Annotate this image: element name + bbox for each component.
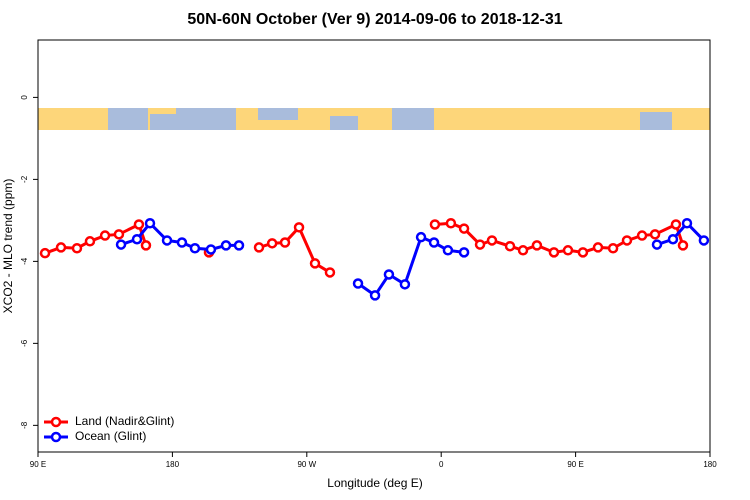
- point: [324, 267, 336, 278]
- point: [458, 223, 470, 234]
- point: [504, 240, 516, 252]
- point: [113, 229, 125, 240]
- point: [592, 242, 604, 253]
- point: [670, 219, 682, 230]
- y-tick-label: 0: [20, 95, 29, 100]
- point: [55, 242, 67, 253]
- point: [133, 219, 145, 230]
- legend-marker: [50, 431, 62, 443]
- x-tick-label: 90 W: [297, 460, 316, 469]
- point: [562, 245, 574, 256]
- point: [309, 258, 321, 269]
- point: [131, 233, 143, 245]
- x-tick-label: 90 E: [30, 460, 46, 469]
- point: [233, 240, 245, 251]
- point: [531, 240, 543, 251]
- point: [253, 242, 265, 253]
- series-line: [44, 221, 685, 274]
- point: [205, 244, 217, 255]
- point: [140, 240, 152, 251]
- point: [84, 236, 96, 247]
- y-tick-label: -8: [20, 421, 29, 429]
- point: [352, 278, 364, 289]
- point: [176, 237, 188, 248]
- y-tick-label: -2: [20, 175, 29, 183]
- point: [428, 237, 440, 248]
- y-tick-label: -4: [20, 257, 29, 265]
- y-axis-label: XCO2 - MLO trend (ppm): [1, 179, 15, 314]
- y-tick-label: -6: [20, 339, 29, 347]
- point: [445, 217, 457, 229]
- point: [442, 245, 454, 256]
- chart-title: 50N-60N October (Ver 9) 2014-09-06 to 20…: [187, 11, 562, 28]
- point: [667, 233, 679, 245]
- legend-label: Land (Nadir&Glint): [75, 414, 174, 428]
- point: [369, 290, 381, 301]
- point: [577, 247, 589, 258]
- point: [71, 243, 83, 254]
- x-tick-label: 180: [703, 460, 717, 469]
- x-tick-label: 0: [439, 460, 444, 469]
- x-tick-label: 180: [166, 460, 180, 469]
- point: [383, 269, 395, 280]
- point: [279, 237, 291, 248]
- point: [698, 235, 710, 246]
- map-band: [38, 108, 710, 130]
- point: [266, 238, 278, 249]
- point: [681, 217, 693, 229]
- point: [399, 279, 411, 290]
- point: [649, 229, 661, 240]
- point: [220, 240, 232, 251]
- point: [99, 230, 111, 241]
- point: [161, 235, 173, 246]
- point: [621, 235, 633, 246]
- point: [39, 247, 51, 259]
- point: [548, 247, 560, 258]
- x-tick-label: 90 E: [567, 460, 583, 469]
- point: [677, 240, 689, 251]
- point: [607, 243, 619, 254]
- point: [429, 219, 441, 230]
- point: [474, 239, 486, 250]
- point: [636, 230, 648, 241]
- legend-label: Ocean (Glint): [75, 429, 146, 443]
- point: [486, 235, 498, 246]
- legend-marker: [50, 416, 62, 428]
- x-axis-label: Longitude (deg E): [327, 476, 422, 490]
- plot-frame: [37, 39, 711, 453]
- point: [115, 239, 127, 250]
- point: [189, 243, 201, 254]
- point: [293, 222, 305, 233]
- point: [517, 245, 529, 256]
- series-line: [120, 221, 705, 298]
- point: [651, 239, 663, 250]
- point: [144, 217, 156, 229]
- point: [415, 231, 427, 243]
- point: [458, 247, 470, 258]
